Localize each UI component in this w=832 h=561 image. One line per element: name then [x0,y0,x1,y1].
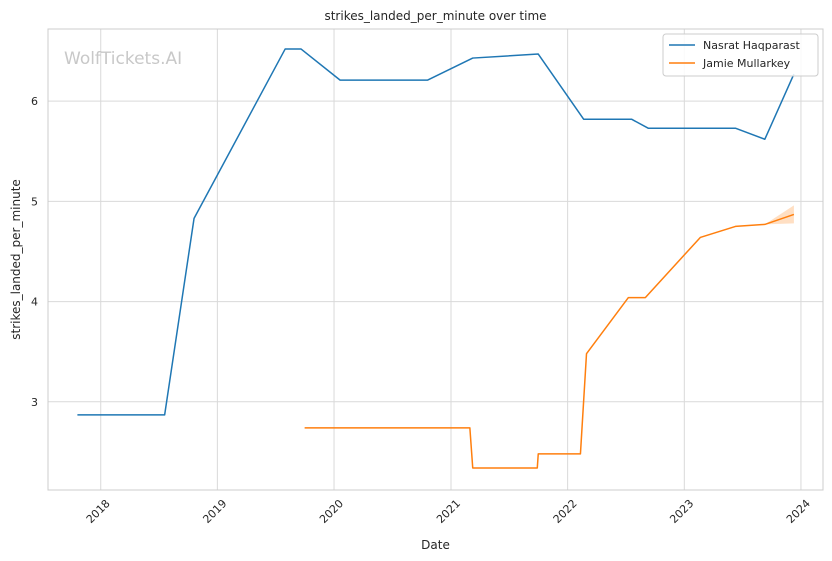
y-tick-label: 3 [31,396,38,409]
x-tick-label: 2019 [200,497,229,526]
series-lines [77,48,795,469]
watermark-text: WolfTickets.AI [64,49,182,69]
legend-label: Jamie Mullarkey [702,57,791,70]
x-axis-ticks: 2018 2019 2020 2021 2022 2023 2024 [84,497,813,526]
x-tick-label: 2023 [667,497,696,526]
x-tick-label: 2020 [317,497,346,526]
legend: Nasrat Haqparast Jamie Mullarkey [662,33,819,77]
legend-box [662,33,819,77]
series-line [304,213,795,469]
legend-label: Nasrat Haqparast [703,39,800,52]
watermark: WolfTickets.AI [64,49,182,69]
x-tick-label: 2024 [784,497,813,526]
x-tick-label: 2018 [84,497,113,526]
y-axis-ticks: 3 4 5 6 [31,95,38,409]
y-axis-label: strikes_landed_per_minute [9,179,23,340]
confidence-bands [764,205,794,225]
series-line [77,48,795,416]
x-tick-label: 2021 [434,497,463,526]
confidence-band [764,205,794,225]
x-axis-label: Date [421,538,450,552]
x-tick-label: 2022 [551,497,580,526]
y-tick-label: 5 [31,195,38,208]
plot-area [48,29,823,490]
y-tick-label: 6 [31,95,38,108]
chart-title: strikes_landed_per_minute over time [324,9,546,23]
grid [48,29,823,490]
y-tick-label: 4 [31,296,38,309]
plot-frame [47,28,824,491]
